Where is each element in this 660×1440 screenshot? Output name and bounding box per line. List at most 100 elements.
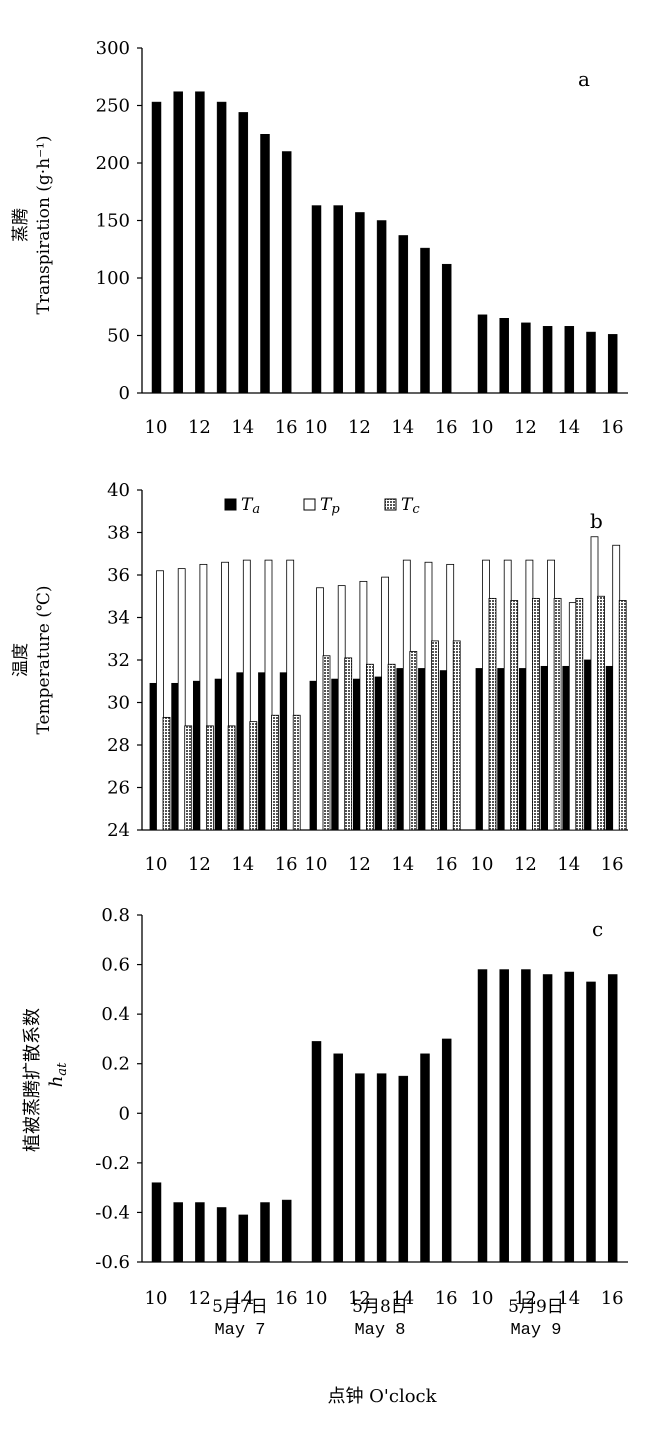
x-tick-label: 10 <box>145 417 168 438</box>
bar <box>258 672 266 831</box>
y-tick-label: 300 <box>96 38 130 59</box>
bar <box>398 1075 409 1263</box>
date-label-en-1: May 7 <box>214 1321 265 1340</box>
bar <box>542 326 553 394</box>
y-tick-label: 250 <box>96 96 130 117</box>
y-tick-label: 36 <box>107 565 130 586</box>
panel-c-hat: -0.6 -0.4 -0.2 0 0.2 0.4 0.6 0.8 10 12 14 16 10 12 14 1… <box>95 905 628 1309</box>
bar <box>475 668 484 831</box>
bar <box>618 600 627 831</box>
bar <box>409 651 418 831</box>
bar <box>171 682 180 831</box>
x-tick-label: 12 <box>348 417 371 438</box>
bar <box>156 570 164 831</box>
bar <box>499 318 509 394</box>
panel-label: c <box>592 917 603 941</box>
bar <box>420 247 430 394</box>
bar <box>279 672 288 831</box>
date-labels: 5月7日 May 7 5月8日 May 8 5月9日 May 9 <box>212 1297 564 1340</box>
y-tick-label: 0.8 <box>101 905 130 926</box>
bar <box>238 1214 249 1263</box>
bar <box>586 331 596 394</box>
bar <box>352 678 361 831</box>
bar <box>374 676 383 831</box>
date-label-zh-3: 5月9日 <box>508 1297 564 1317</box>
y-tick-label: -0.4 <box>95 1202 130 1223</box>
bar <box>177 568 186 831</box>
date-label-en-3: May 9 <box>510 1321 561 1340</box>
bar <box>376 1073 387 1263</box>
y-tick-label: 40 <box>107 480 130 501</box>
x-tick-label: 14 <box>231 417 254 438</box>
y-tick-label: 0.4 <box>101 1004 130 1025</box>
x-tick-label: 16 <box>601 854 624 875</box>
bar <box>214 678 223 831</box>
legend-swatch <box>384 498 397 511</box>
panel-b-ylabel-zh: 温度 <box>11 643 31 677</box>
bar <box>216 101 227 394</box>
x-tick-label: 14 <box>557 417 580 438</box>
y-tick-label: 30 <box>107 693 130 714</box>
bar <box>344 657 353 831</box>
panel-label: b <box>590 509 603 533</box>
bar <box>311 1041 322 1263</box>
x-tick-label: 12 <box>188 854 211 875</box>
x-tick-label: 10 <box>305 417 328 438</box>
bar <box>381 576 390 831</box>
y-tick-label: 0 <box>119 383 130 404</box>
bar <box>499 969 509 1263</box>
x-tick-label: 14 <box>231 854 254 875</box>
bar <box>173 1202 183 1263</box>
y-tick-label: 0 <box>119 1103 130 1124</box>
bar <box>418 668 426 831</box>
date-label-en-2: May 8 <box>354 1321 405 1340</box>
panel-c-ylabel-zh: 植被蒸腾扩散系数 <box>22 1008 43 1152</box>
x-tick-label: 10 <box>471 854 494 875</box>
bar <box>477 969 488 1263</box>
x-tick-label: 14 <box>391 854 414 875</box>
bar <box>564 971 575 1263</box>
bar <box>271 714 279 831</box>
y-tick-label: 50 <box>107 326 130 347</box>
bar <box>584 659 592 831</box>
panel-b-temperature: 24 26 28 30 32 34 36 38 40 10 12 14 16 10 12 14 16 10 12 14… <box>107 480 628 875</box>
panel-c-ylabel-group: hat <box>46 1062 70 1087</box>
y-tick-label: 26 <box>107 778 130 799</box>
bar <box>337 585 346 831</box>
x-tick-label: 12 <box>514 854 537 875</box>
bar <box>264 559 273 831</box>
bar <box>446 563 455 831</box>
bar <box>607 974 618 1263</box>
bar <box>562 665 571 831</box>
bar <box>151 101 162 394</box>
bar <box>477 314 488 394</box>
bar <box>292 714 301 831</box>
bar <box>355 1073 365 1263</box>
bar <box>597 595 605 831</box>
x-tick-label: 10 <box>305 1288 328 1309</box>
x-tick-label: 16 <box>275 1288 298 1309</box>
bar <box>311 205 322 394</box>
y-tick-label: 200 <box>96 153 130 174</box>
y-tick-label: 100 <box>96 268 130 289</box>
x-tick-label: 10 <box>471 417 494 438</box>
bar <box>322 655 331 831</box>
bar <box>249 721 258 831</box>
x-tick-label: 14 <box>557 1288 580 1309</box>
bar <box>236 672 245 831</box>
bar <box>227 725 236 831</box>
bar <box>331 678 340 831</box>
bar <box>431 640 439 831</box>
y-tick-label: 0.2 <box>101 1054 130 1075</box>
y-tick-label: 38 <box>107 523 130 544</box>
x-tick-label: 16 <box>601 417 624 438</box>
y-tick-label: -0.6 <box>95 1252 130 1273</box>
bar <box>309 680 318 831</box>
bar <box>521 969 531 1263</box>
x-tick-label: 10 <box>471 1288 494 1309</box>
y-tick-label: 0.6 <box>101 955 130 976</box>
bar <box>387 663 396 831</box>
bar <box>316 587 324 831</box>
bar <box>402 559 411 831</box>
bar <box>424 561 433 831</box>
